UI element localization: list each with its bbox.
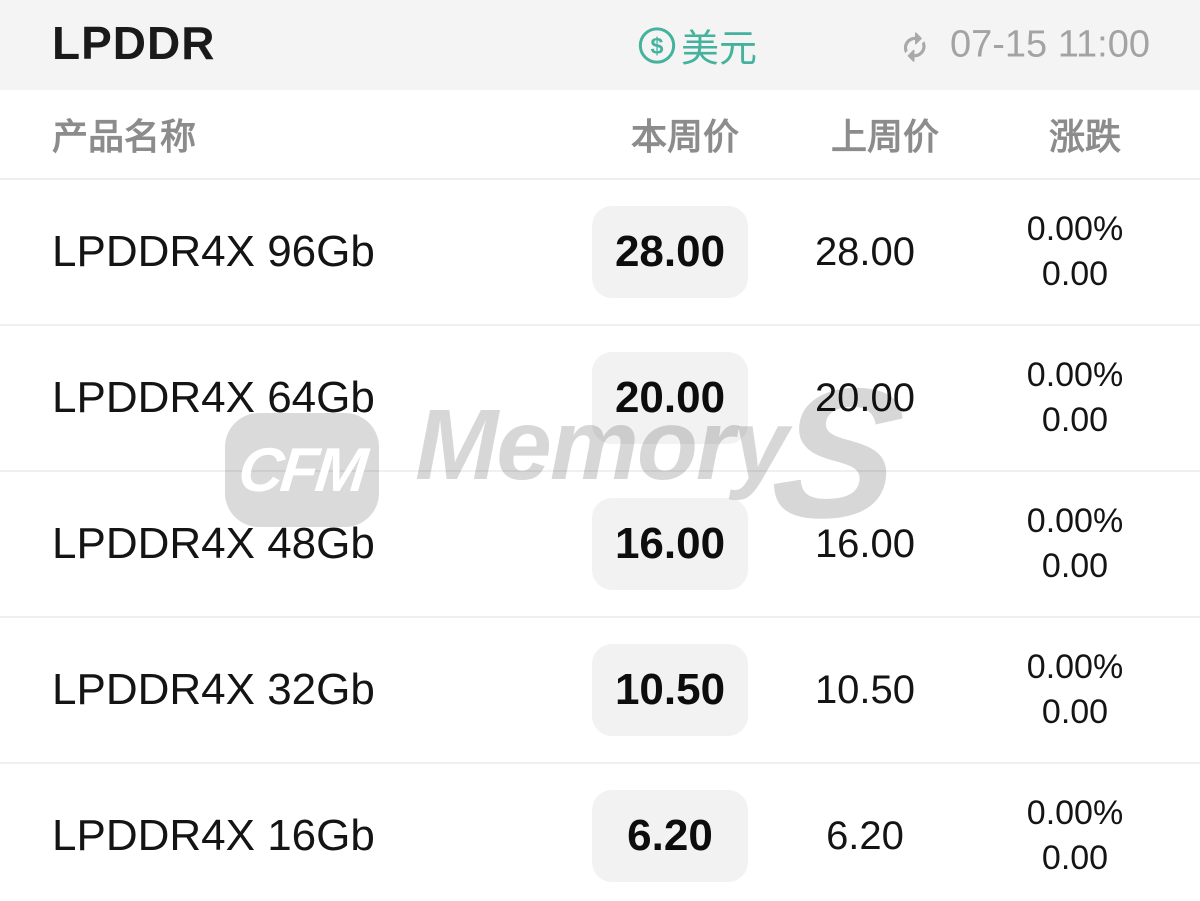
change-absolute: 0.00 [1041,547,1109,585]
page-title: LPDDR [52,16,216,69]
this-week-price-badge: 20.00 [592,352,748,444]
last-week-price: 6.20 [826,813,904,858]
change-percent: 0.00% [1026,356,1124,394]
table-row[interactable]: LPDDR4X 16Gb 6.20 6.20 0.00% 0.00 [0,764,1200,901]
change-percent: 0.00% [1026,794,1124,832]
refresh-control[interactable]: 07-15 11:00 [896,24,1150,67]
product-name: LPDDR4X 96Gb [52,227,375,276]
change-cell: 0.00% 0.00 [950,791,1200,881]
currency-selector[interactable]: $ 美元 [637,18,757,73]
product-name: LPDDR4X 16Gb [52,811,375,860]
change-absolute: 0.00 [1041,839,1109,877]
change-cell: 0.00% 0.00 [950,645,1200,735]
product-name: LPDDR4X 64Gb [52,373,375,422]
this-week-price-badge: 10.50 [592,644,748,736]
table-row[interactable]: LPDDR4X 32Gb 10.50 10.50 0.00% 0.00 [0,618,1200,764]
table-body: LPDDR4X 96Gb 28.00 28.00 0.00% 0.00 LPDD… [0,180,1200,901]
change-cell: 0.00% 0.00 [950,207,1200,297]
table-header: 产品名称 本周价 上周价 涨跌 [0,90,1200,180]
this-week-price-badge: 6.20 [592,790,748,882]
change-percent: 0.00% [1026,210,1124,248]
this-week-price-badge: 16.00 [592,498,748,590]
product-name: LPDDR4X 32Gb [52,665,375,714]
column-header-product-name: 产品名称 [52,116,197,157]
change-percent: 0.00% [1026,648,1124,686]
last-week-price: 28.00 [814,229,916,274]
change-cell: 0.00% 0.00 [950,499,1200,589]
svg-text:$: $ [651,32,664,58]
change-absolute: 0.00 [1041,255,1109,293]
change-absolute: 0.00 [1041,693,1109,731]
change-percent: 0.00% [1026,502,1124,540]
column-header-change: 涨跌 [1048,116,1121,157]
table-row[interactable]: LPDDR4X 48Gb 16.00 16.00 0.00% 0.00 [0,472,1200,618]
column-header-last-week: 上周价 [830,116,939,157]
table-row[interactable]: LPDDR4X 96Gb 28.00 28.00 0.00% 0.00 [0,180,1200,326]
dollar-circle-icon: $ [638,26,676,64]
last-week-price: 20.00 [814,375,916,420]
refresh-icon [903,31,926,62]
product-name: LPDDR4X 48Gb [52,519,375,568]
last-week-price: 10.50 [814,667,916,712]
change-absolute: 0.00 [1041,401,1109,439]
this-week-price-badge: 28.00 [592,206,748,298]
change-cell: 0.00% 0.00 [950,353,1200,443]
app-header: LPDDR $ 美元 07-15 11:00 [0,0,1200,90]
currency-label: 美元 [681,28,758,71]
last-week-price: 16.00 [814,521,916,566]
column-header-this-week: 本周价 [630,116,739,157]
refresh-time: 07-15 11:00 [949,23,1150,66]
table-row[interactable]: LPDDR4X 64Gb 20.00 20.00 0.00% 0.00 [0,326,1200,472]
